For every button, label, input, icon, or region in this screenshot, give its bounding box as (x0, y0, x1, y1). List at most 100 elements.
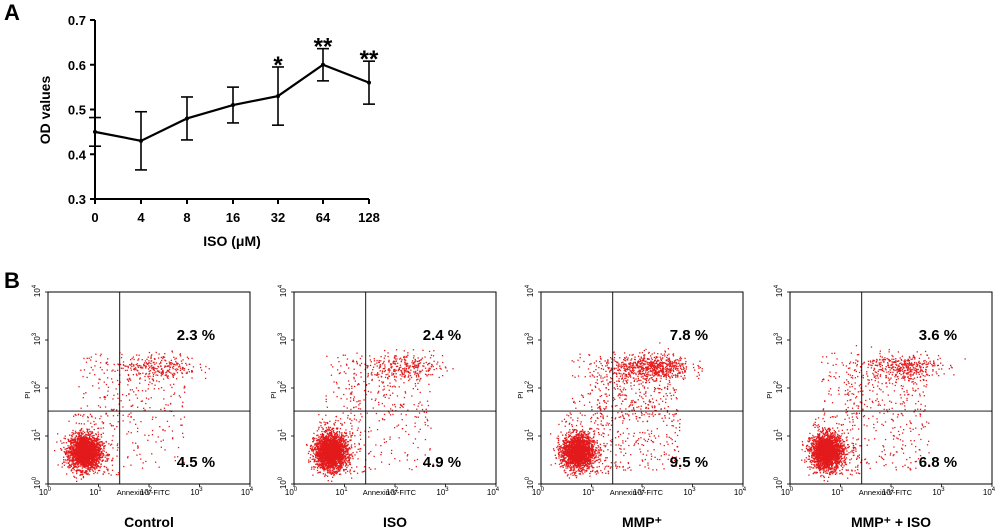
event-dot (81, 433, 83, 436)
event-dot (344, 440, 346, 442)
event-dot (324, 462, 326, 464)
event-dot (84, 466, 86, 468)
event-dot (340, 467, 342, 470)
event-dot (117, 363, 119, 365)
event-dot (315, 463, 317, 465)
event-dot (73, 456, 76, 459)
event-dot (172, 363, 175, 365)
event-dot (130, 405, 132, 407)
event-dot (77, 458, 80, 461)
event-dot (98, 378, 100, 380)
event-dot (132, 442, 134, 444)
event-dot (164, 430, 166, 432)
event-dot (99, 366, 102, 369)
event-dot (77, 466, 79, 468)
event-dot (327, 467, 329, 469)
event-dot (107, 358, 109, 360)
event-dot (138, 373, 140, 375)
event-dot (186, 356, 189, 358)
event-dot (83, 462, 85, 464)
event-dot (87, 433, 90, 435)
event-dot (67, 450, 69, 452)
event-dot (80, 442, 82, 444)
event-dot (345, 442, 347, 444)
event-dot (333, 438, 335, 440)
panel-b-flow-cytometry: B 100100101101102102103103104104Annexin-… (4, 268, 996, 530)
event-dot (78, 455, 80, 458)
event-dot (66, 473, 68, 475)
event-dot (64, 435, 66, 437)
event-dot (325, 463, 328, 465)
event-dot (97, 382, 100, 384)
event-dot (343, 450, 345, 452)
event-dot (70, 437, 72, 439)
event-dot (80, 446, 83, 448)
event-dot (87, 451, 89, 453)
event-dot (342, 464, 344, 466)
event-dot (67, 466, 69, 468)
event-dot (135, 442, 137, 444)
event-dot (74, 450, 76, 452)
event-dot (137, 427, 139, 429)
event-dot (93, 464, 95, 466)
event-dot (201, 369, 203, 371)
event-dot (157, 374, 159, 376)
event-dot (88, 447, 91, 449)
event-dot (77, 431, 79, 434)
event-dot (68, 450, 70, 452)
event-dot (168, 361, 170, 363)
event-dot (116, 409, 118, 411)
event-dot (339, 432, 341, 434)
event-dot (87, 468, 89, 471)
event-dot (86, 470, 88, 473)
event-dot (146, 363, 148, 365)
event-dot (89, 444, 91, 446)
event-dot (103, 450, 105, 452)
event-dot (69, 466, 71, 468)
event-dot (110, 408, 113, 411)
event-dot (86, 451, 88, 453)
event-dot (83, 464, 85, 466)
event-dot (78, 435, 81, 438)
event-dot (116, 449, 119, 451)
event-dot (99, 469, 101, 472)
event-dot (101, 460, 103, 462)
event-dot (82, 470, 84, 472)
event-dot (98, 446, 100, 448)
event-dot (183, 461, 185, 464)
event-dot (174, 456, 176, 458)
event-dot (104, 396, 107, 398)
event-dot (75, 465, 77, 467)
event-dot (167, 370, 169, 372)
event-dot (85, 452, 88, 454)
event-dot (314, 443, 316, 445)
event-dot (174, 373, 176, 375)
event-dot (129, 364, 131, 366)
event-dot (86, 429, 89, 431)
event-dot (173, 393, 175, 396)
event-dot (344, 465, 347, 467)
event-dot (348, 446, 350, 449)
event-dot (168, 370, 170, 372)
event-dot (172, 374, 174, 376)
event-dot (99, 397, 101, 399)
event-dot (319, 464, 321, 466)
event-dot (158, 371, 160, 373)
event-dot (322, 458, 324, 460)
event-dot (87, 467, 89, 470)
event-dot (127, 431, 130, 433)
event-dot (79, 444, 81, 446)
event-dot (147, 375, 149, 377)
event-dot (317, 449, 320, 451)
event-dot (323, 470, 325, 472)
event-dot (324, 467, 326, 469)
event-dot (338, 436, 340, 438)
event-dot (329, 458, 331, 460)
data-point (231, 103, 235, 108)
event-dot (71, 432, 73, 434)
event-dot (341, 438, 343, 440)
event-dot (330, 433, 332, 435)
event-dot (87, 459, 89, 462)
event-dot (88, 446, 90, 449)
event-dot (90, 366, 92, 369)
